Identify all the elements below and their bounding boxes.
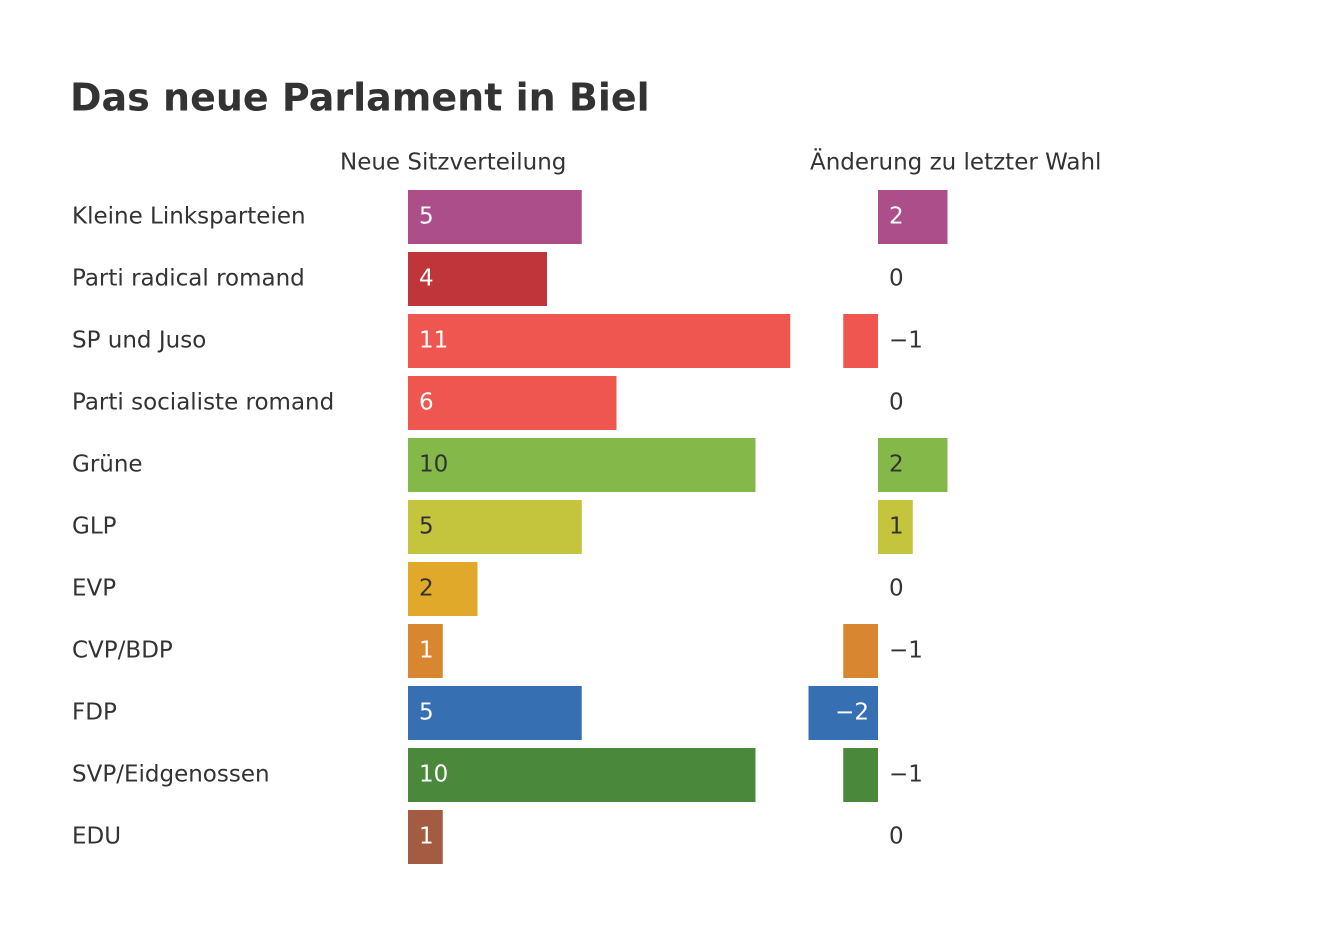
bar <box>408 748 756 802</box>
value-label: 2 <box>889 204 904 230</box>
change-bar <box>843 624 878 678</box>
value-label: 11 <box>419 328 448 354</box>
value-label: 4 <box>419 266 434 292</box>
chart-title: Das neue Parlament in Biel <box>70 76 650 120</box>
change-bar <box>878 438 948 492</box>
value-label: 2 <box>889 452 904 478</box>
value-label: 1 <box>419 638 434 664</box>
value-label: 5 <box>419 204 434 230</box>
value-label: 0 <box>889 390 904 416</box>
value-label: 2 <box>419 576 434 602</box>
panel-header: Neue Sitzverteilung <box>340 150 566 176</box>
bar <box>408 376 617 430</box>
bar <box>408 500 582 554</box>
value-label: 0 <box>889 576 904 602</box>
category-label: EDU <box>72 824 121 850</box>
bar <box>408 562 478 616</box>
value-label: 5 <box>419 700 434 726</box>
value-label: 0 <box>889 824 904 850</box>
change-bar <box>843 314 878 368</box>
value-label: −1 <box>889 762 923 788</box>
value-label: 6 <box>419 390 434 416</box>
category-label: Grüne <box>72 452 143 478</box>
value-label: 10 <box>419 452 448 478</box>
category-label: CVP/BDP <box>72 638 173 664</box>
category-label: Parti socialiste romand <box>72 390 334 416</box>
change-bar <box>843 748 878 802</box>
category-label: Kleine Linksparteien <box>72 204 306 230</box>
category-label: GLP <box>72 514 117 540</box>
value-label: 5 <box>419 514 434 540</box>
bar <box>408 686 582 740</box>
value-label: −2 <box>835 700 869 726</box>
category-label: FDP <box>72 700 117 726</box>
bar <box>408 438 756 492</box>
value-label: 0 <box>889 266 904 292</box>
value-label: 10 <box>419 762 448 788</box>
category-label: SVP/Eidgenossen <box>72 762 270 788</box>
change-bar <box>878 190 948 244</box>
panel-header: Änderung zu letzter Wahl <box>810 148 1101 176</box>
value-label: −1 <box>889 638 923 664</box>
value-label: −1 <box>889 328 923 354</box>
bar <box>408 624 443 678</box>
bar <box>408 810 443 864</box>
change-bar <box>808 686 878 740</box>
category-label: SP und Juso <box>72 328 206 354</box>
value-label: 1 <box>889 514 904 540</box>
value-label: 1 <box>419 824 434 850</box>
bar <box>408 252 547 306</box>
category-label: Parti radical romand <box>72 266 305 292</box>
bar <box>408 190 582 244</box>
bar <box>408 314 791 368</box>
change-bar <box>878 500 913 554</box>
category-label: EVP <box>72 576 116 602</box>
